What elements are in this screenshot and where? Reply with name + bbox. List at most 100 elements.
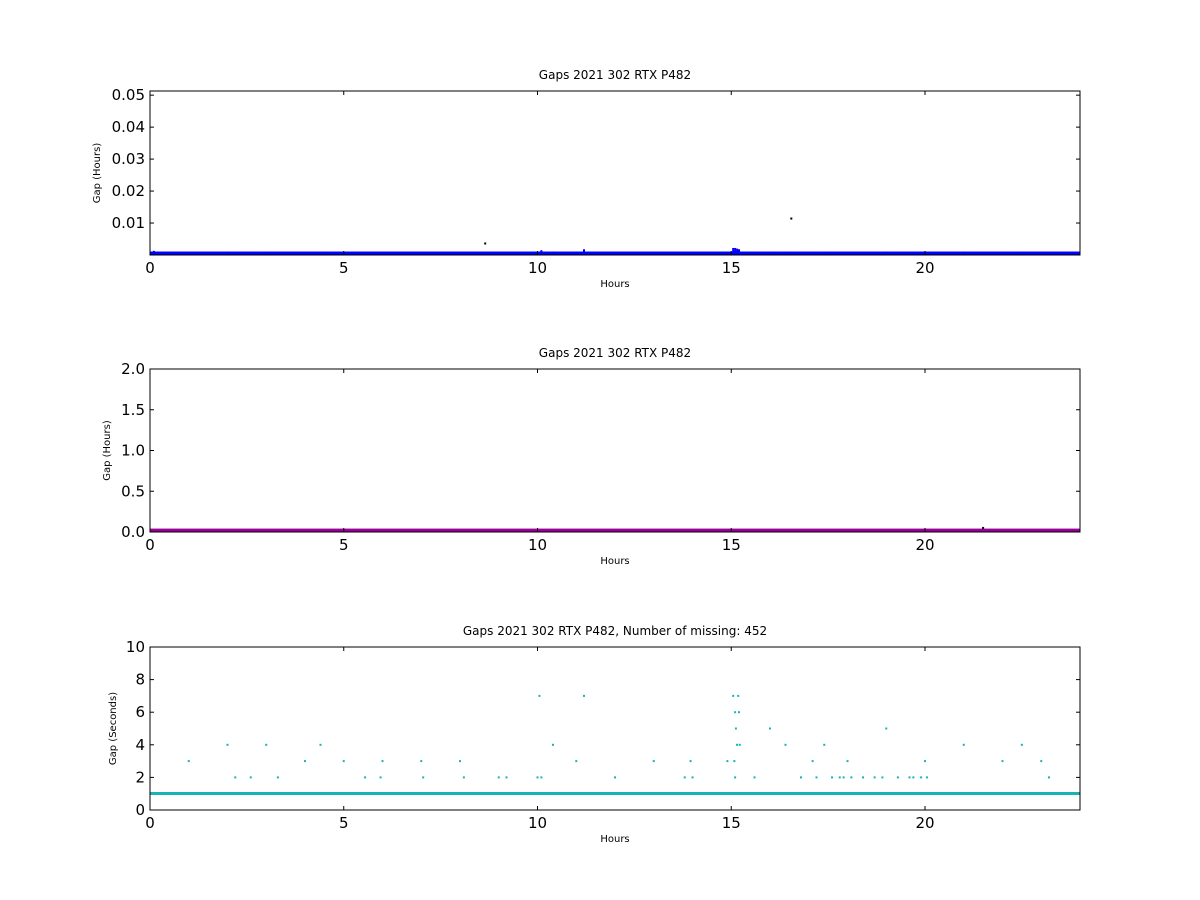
- x-axis-label: Hours: [600, 834, 629, 845]
- data-spike-17: [726, 252, 729, 255]
- data-point-26: [683, 776, 686, 779]
- data-point-20: [540, 776, 543, 779]
- data-point-24: [614, 776, 616, 779]
- data-spike-11: [540, 250, 543, 255]
- x-tick-label: 15: [722, 814, 741, 832]
- data-point-44: [815, 776, 818, 779]
- data-point-7: [319, 743, 322, 746]
- data-point-55: [896, 776, 899, 779]
- data-point-31: [734, 711, 737, 714]
- data-spike-0: [152, 250, 155, 255]
- data-point-17: [505, 776, 508, 779]
- chart-panel-2: 0 5 10 15 20 0.0 0.5 1.0 1.5 2.0 Gaps 2021 302 RTX…: [102, 346, 1081, 567]
- data-band: [150, 528, 1080, 532]
- y-tick-label: 10: [126, 638, 145, 656]
- data-point-50: [850, 776, 853, 779]
- data-point-1: [790, 217, 793, 220]
- y-tick-label: 0.05: [112, 86, 145, 104]
- data-spike-14: [583, 249, 585, 255]
- data-point-46: [831, 776, 833, 779]
- chart-panel-1: 0 5 10 15 20 0.01 0.02 0.03 0.04 0.05 Gaps 2021 30…: [92, 68, 1081, 290]
- data-spike-25: [823, 251, 826, 255]
- data-point-4: [265, 743, 268, 746]
- data-spike-16: [691, 252, 694, 255]
- data-point-39: [753, 776, 756, 779]
- x-tick-label: 10: [528, 536, 547, 554]
- data-point-36: [737, 694, 740, 697]
- data-point-12: [420, 760, 423, 763]
- data-spike-8: [420, 252, 423, 255]
- data-point-42: [800, 776, 802, 779]
- y-tick-label: 0: [135, 801, 145, 819]
- data-point-65: [1040, 760, 1043, 763]
- plot-frame: [149, 646, 1081, 811]
- data-spike-1: [187, 252, 190, 255]
- data-point-37: [738, 711, 740, 714]
- data-point-38: [738, 743, 741, 746]
- y-tick-label: 4: [135, 736, 145, 754]
- y-axis-label: Gap (Hours): [92, 143, 103, 204]
- data-spike-29: [962, 251, 965, 255]
- data-point-59: [924, 760, 926, 763]
- chart-title: Gaps 2021 302 RTX P482: [539, 346, 691, 360]
- data-band: [150, 251, 1080, 255]
- data-spike-24: [807, 252, 810, 255]
- data-point-16: [497, 776, 500, 779]
- data-point-64: [1020, 743, 1023, 746]
- data-point-43: [811, 760, 814, 763]
- x-axis-label: Hours: [600, 279, 629, 290]
- data-point-63: [1001, 760, 1004, 763]
- data-point-51: [862, 776, 864, 779]
- data-point-29: [726, 760, 729, 763]
- x-tick-label: 5: [339, 536, 349, 554]
- data-point-3: [249, 776, 252, 779]
- data-point-15: [462, 776, 465, 779]
- data-point-32: [734, 727, 737, 730]
- data-point-0: [484, 242, 487, 245]
- data-spike-18: [732, 247, 735, 255]
- x-axis-label: Hours: [600, 556, 629, 567]
- x-tick-label: 0: [145, 259, 155, 277]
- data-spike-15: [652, 252, 655, 255]
- y-axis-label: Gap (Seconds): [108, 692, 119, 765]
- data-point-45: [823, 743, 826, 746]
- data-point-34: [733, 760, 736, 763]
- data-point-54: [885, 727, 888, 730]
- x-tick-label: 5: [339, 259, 349, 277]
- data-point-10: [379, 776, 382, 779]
- data-spike-12: [552, 251, 554, 255]
- x-tick-label: 10: [528, 259, 547, 277]
- data-point-18: [536, 776, 539, 779]
- data-spike-5: [319, 251, 322, 255]
- data-spike-22: [769, 251, 771, 255]
- data-spike-13: [575, 251, 578, 255]
- y-axis-label: Gap (Hours): [102, 420, 113, 481]
- y-tick-label: 0.04: [112, 118, 145, 136]
- data-point-58: [920, 776, 923, 779]
- data-point-11: [381, 760, 384, 763]
- y-tick-label: 0.01: [112, 214, 145, 232]
- data-point-6: [304, 760, 306, 763]
- data-spike-7: [381, 252, 384, 255]
- data-spike-27: [885, 251, 888, 255]
- y-tick-label: 8: [135, 671, 145, 689]
- data-point-62: [982, 792, 985, 795]
- data-point-8: [342, 760, 345, 763]
- data-point-47: [838, 776, 841, 779]
- data-spike-23: [788, 251, 791, 255]
- data-spike-26: [846, 252, 849, 255]
- y-tick-label: 1.5: [121, 401, 145, 419]
- y-tick-label: 0.5: [121, 482, 145, 500]
- data-point-48: [842, 776, 845, 779]
- data-point-33: [736, 743, 739, 746]
- x-tick-label: 5: [339, 814, 349, 832]
- data-point-0: [187, 760, 190, 763]
- data-point-14: [459, 760, 461, 763]
- data-spike-21: [738, 249, 740, 255]
- data-point-56: [908, 776, 911, 779]
- plot-frame: [149, 368, 1081, 533]
- data-point-1: [226, 743, 229, 746]
- data-spike-31: [1001, 252, 1004, 255]
- data-point-2: [234, 776, 237, 779]
